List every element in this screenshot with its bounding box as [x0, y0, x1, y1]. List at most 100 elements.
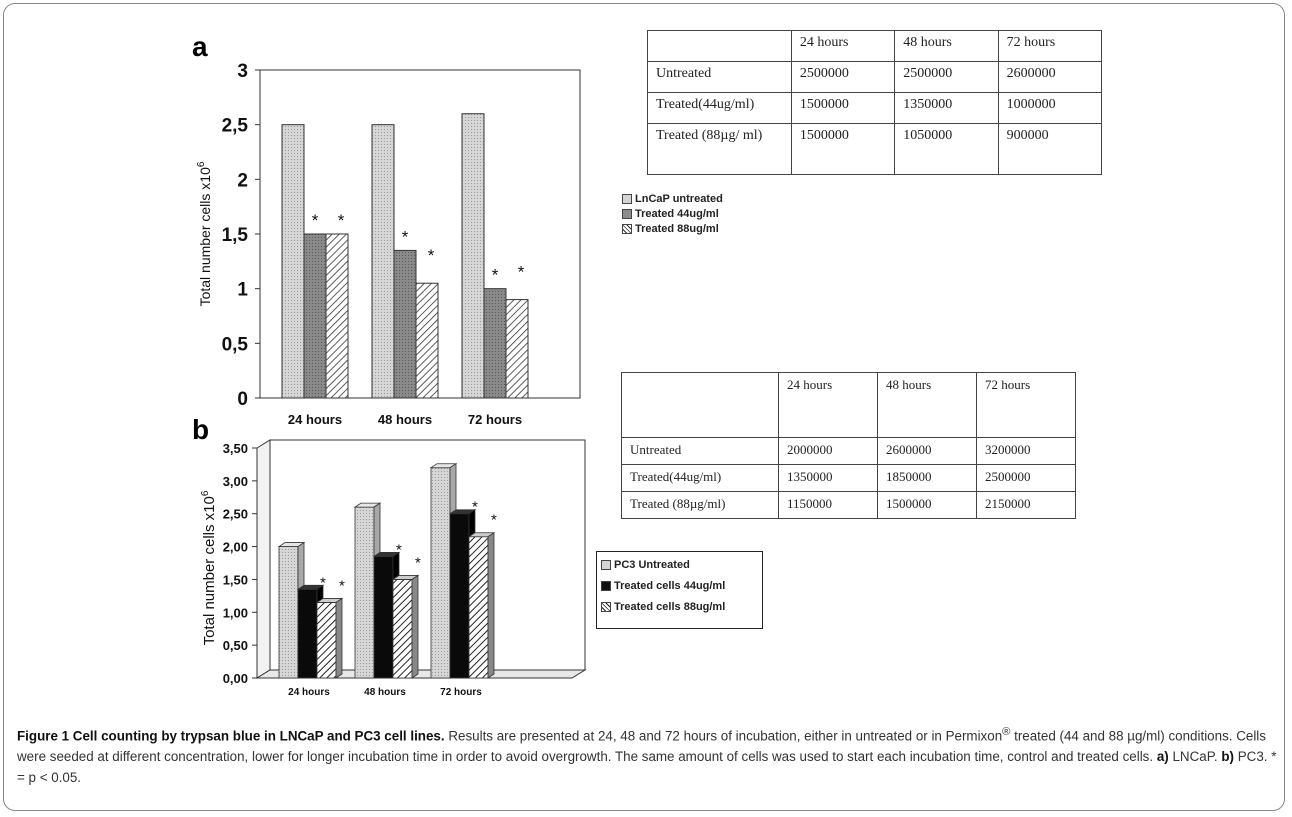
significance-star: *: [339, 577, 345, 594]
bar: [371, 124, 395, 399]
table-cell: 2500000: [976, 464, 1076, 492]
bar: [278, 546, 299, 679]
data-table-a: 24 hours 48 hours 72 hours Untreated 250…: [647, 30, 1103, 175]
caption-text: Results are presented at 24, 48 and 72 h…: [444, 728, 1003, 744]
y-axis-label: Total number cells x106: [200, 490, 218, 645]
legend-label: LnCaP untreated: [635, 193, 723, 205]
table-row: Treated (88µg/ml) 1150000 1500000 215000…: [621, 491, 1076, 519]
table-header-cell: 72 hours: [997, 30, 1103, 62]
legend-item: Treated 44ug/ml: [622, 208, 723, 220]
legend-swatch: [601, 581, 611, 591]
bar: [316, 602, 337, 679]
x-tick-label: 48 hours: [364, 687, 406, 698]
legend-a: LnCaP untreated Treated 44ug/ml Treated …: [618, 190, 727, 238]
legend-label: Treated 88ug/ml: [635, 223, 719, 235]
table-cell: 2000000: [778, 437, 878, 465]
y-tick-label: 3: [237, 61, 248, 82]
data-table-b: 24 hours 48 hours 72 hours Untreated 200…: [621, 372, 1076, 519]
bar: [461, 113, 485, 399]
y-tick-label: 2,50: [223, 507, 248, 522]
table-header-cell: 24 hours: [778, 372, 878, 438]
table-cell: 1050000: [894, 123, 999, 175]
x-tick-label: 48 hours: [378, 412, 432, 427]
table-row-label: Treated (88µg/ ml): [647, 123, 792, 175]
y-tick-label: 0,50: [223, 638, 248, 653]
y-tick-label: 3,00: [223, 474, 248, 489]
y-tick-label: 2,5: [222, 116, 249, 137]
table-row-label: Untreated: [647, 61, 792, 93]
significance-star: *: [491, 512, 497, 529]
table-header-cell: 24 hours: [790, 30, 896, 62]
figure-frame: [3, 3, 1285, 811]
table-cell: 2150000: [976, 491, 1076, 519]
table-header-cell: [621, 372, 779, 438]
significance-star: *: [396, 541, 402, 558]
caption-panel-a-label: a): [1156, 749, 1169, 765]
legend-swatch: [601, 560, 611, 570]
table-header-cell: 48 hours: [877, 372, 977, 438]
table-cell: 3200000: [976, 437, 1076, 465]
table-cell: 900000: [997, 123, 1103, 175]
table-header-cell: 48 hours: [894, 30, 999, 62]
figure-charts: 0 0,5 1 1,5 2 2,5 3 * * 24 hours * * 48 hours * * 72 ho…: [196, 61, 587, 698]
y-axis-label: Total number cells x106: [196, 161, 213, 306]
bar: [297, 588, 318, 679]
x-tick-label: 24 hours: [288, 412, 342, 427]
legend-b: PC3 Untreated Treated cells 44ug/ml Trea…: [596, 551, 763, 629]
y-tick-label: 2: [237, 170, 248, 191]
bar: [303, 233, 327, 399]
significance-star: *: [492, 266, 499, 285]
y-tick-label: 1,00: [223, 605, 248, 620]
y-tick-label: 1,50: [223, 572, 248, 587]
y-tick-label: 1: [237, 280, 248, 301]
y-tick-label: 3,50: [223, 441, 248, 456]
table-cell: 2600000: [877, 437, 977, 465]
x-tick-label: 72 hours: [440, 687, 482, 698]
chart-b: 0,00 0,50 1,00 1,50 2,00 2,50 3,00 3,50 * * 24 hou…: [200, 439, 587, 698]
table-cell: 1850000: [877, 464, 977, 492]
y-tick-label: 2,00: [223, 540, 248, 555]
plot-side-wall: [256, 439, 271, 679]
panel-letter-b: b: [192, 414, 210, 445]
bar: [325, 233, 349, 399]
table-row-label: Treated(44ug/ml): [621, 464, 779, 492]
caption-text: treated (44 and 88 µg/ml) conditions. Ce…: [17, 728, 1266, 765]
legend-swatch: [622, 194, 632, 204]
table-row-label: Untreated: [621, 437, 779, 465]
bar: [483, 288, 507, 399]
table-cell: 1500000: [877, 491, 977, 519]
panel-letter-a: a: [192, 31, 208, 62]
table-cell: 2500000: [790, 61, 896, 93]
y-tick-label: 0,00: [223, 671, 248, 686]
x-tick-label: 72 hours: [468, 412, 522, 427]
legend-item: PC3 Untreated: [601, 559, 758, 571]
caption-panel-b-text: PC3. * = p < 0.05.: [17, 749, 1277, 786]
table-cell: 1350000: [778, 464, 878, 492]
legend-label: Treated 44ug/ml: [635, 208, 719, 220]
caption-title: Figure 1 Cell counting by trypsan blue i…: [17, 728, 445, 744]
legend-item: LnCaP untreated: [622, 193, 723, 205]
bar-side: [411, 574, 419, 679]
significance-star: *: [472, 499, 478, 516]
bar: [392, 579, 413, 679]
x-tick-label: 24 hours: [288, 687, 330, 698]
legend-item: Treated cells 88ug/ml: [601, 601, 758, 613]
bar-side: [487, 531, 495, 679]
legend-label: Treated cells 44ug/ml: [614, 580, 726, 592]
bar: [281, 124, 305, 399]
bar: [415, 282, 439, 399]
table-header-row: 24 hours 48 hours 72 hours: [647, 30, 1103, 62]
significance-star: *: [312, 211, 319, 230]
significance-star: *: [338, 211, 345, 230]
legend-swatch: [622, 209, 632, 219]
table-cell: 1000000: [997, 92, 1103, 124]
figure-caption: Figure 1 Cell counting by trypsan blue i…: [17, 722, 1279, 788]
significance-star: *: [428, 246, 435, 265]
significance-star: *: [402, 227, 409, 246]
legend-item: Treated 88ug/ml: [622, 223, 723, 235]
legend-item: Treated cells 44ug/ml: [601, 580, 758, 592]
table-row: Untreated 2500000 2500000 2600000: [647, 61, 1103, 93]
table-cell: 2600000: [997, 61, 1103, 93]
legend-swatch: [622, 224, 632, 234]
table-row: Treated(44ug/ml) 1350000 1850000 2500000: [621, 464, 1076, 492]
